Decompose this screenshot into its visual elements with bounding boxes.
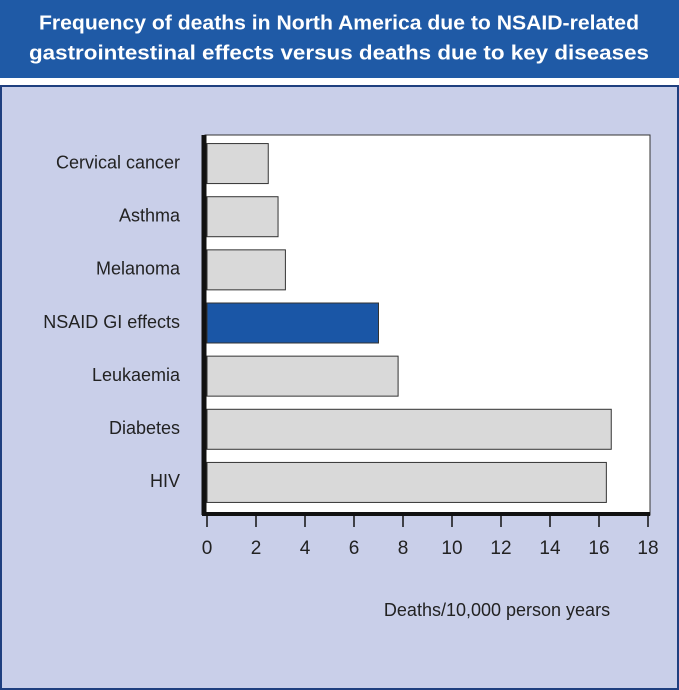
y-tick-label: HIV bbox=[150, 471, 180, 491]
bar bbox=[206, 249, 286, 291]
chart-title: gastrointestinal effects versus deaths d… bbox=[29, 42, 649, 64]
y-tick-label: Diabetes bbox=[109, 418, 180, 438]
y-tick-label: Cervical cancer bbox=[56, 152, 180, 172]
bar bbox=[206, 408, 612, 450]
x-tick-label: 2 bbox=[251, 538, 262, 559]
x-tick-label: 4 bbox=[300, 538, 311, 559]
x-tick-label: 0 bbox=[202, 538, 213, 559]
x-tick-label: 16 bbox=[588, 538, 609, 559]
x-tick-label: 12 bbox=[490, 538, 511, 559]
y-tick-label: Melanoma bbox=[96, 259, 181, 279]
x-tick-label: 14 bbox=[539, 538, 561, 559]
x-tick-label: 18 bbox=[637, 538, 658, 559]
title-banner bbox=[0, 0, 679, 78]
x-axis-label: Deaths/10,000 person years bbox=[384, 600, 610, 620]
y-tick-label: Leukaemia bbox=[92, 365, 181, 385]
x-tick-label: 8 bbox=[398, 538, 409, 559]
chart-title: Frequency of deaths in North America due… bbox=[39, 12, 639, 34]
bar bbox=[206, 196, 279, 238]
bar bbox=[206, 355, 399, 397]
bar bbox=[206, 143, 269, 185]
x-tick-label: 10 bbox=[441, 538, 462, 559]
bar bbox=[206, 302, 379, 344]
bar bbox=[206, 461, 607, 503]
y-tick-label: Asthma bbox=[119, 205, 181, 225]
y-tick-label: NSAID GI effects bbox=[43, 312, 180, 332]
x-tick-label: 6 bbox=[349, 538, 360, 559]
